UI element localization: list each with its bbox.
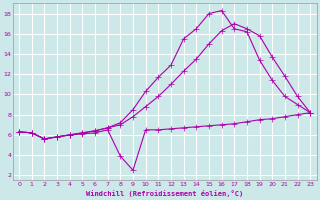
X-axis label: Windchill (Refroidissement éolien,°C): Windchill (Refroidissement éolien,°C) [86,190,243,197]
